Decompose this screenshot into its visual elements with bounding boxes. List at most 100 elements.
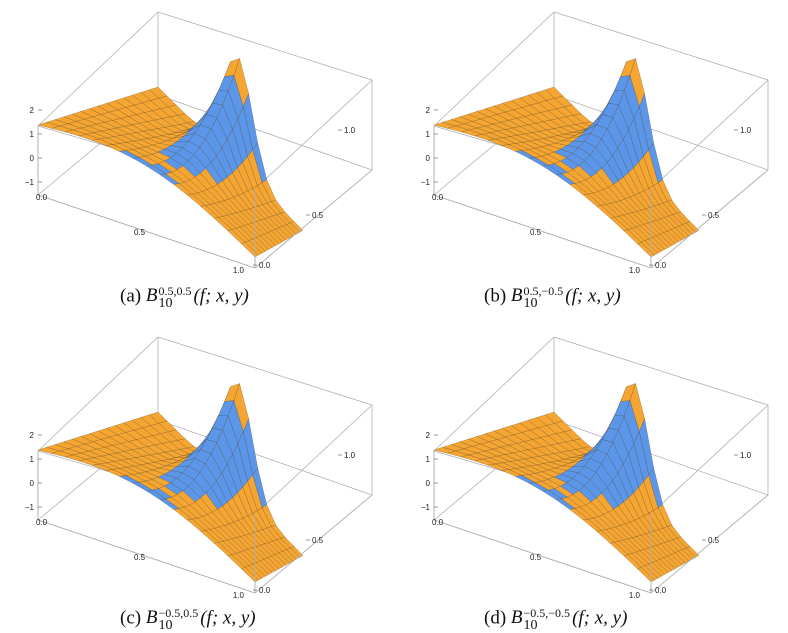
box-edge <box>157 11 373 81</box>
y-tick-label: 1.0 <box>344 451 356 460</box>
caption-subscript: 10 <box>158 618 173 633</box>
z-tick-label: 0 <box>30 479 35 488</box>
surface-plot-d: 210−10.00.51.00.00.51.0 <box>421 336 769 600</box>
box-edge <box>433 194 652 269</box>
surface-mesh <box>433 57 700 258</box>
box-edge <box>157 336 373 406</box>
z-tick-label: 1 <box>30 455 35 464</box>
y-tick-label: 0.5 <box>312 211 324 220</box>
box-edge <box>650 404 769 515</box>
axes-front <box>433 126 769 269</box>
surface-patch <box>637 242 655 258</box>
caption-label: (c) <box>120 607 142 629</box>
caption-superscript: 0.5,−0.5 <box>523 284 564 298</box>
z-tick-label: 2 <box>426 106 431 115</box>
caption-symbol: B <box>145 285 158 307</box>
box-edge <box>553 94 769 171</box>
box-edge <box>650 169 769 269</box>
box-edge <box>157 94 373 171</box>
x-tick-label: 0.0 <box>432 193 444 202</box>
surface-mesh <box>37 57 304 258</box>
y-tick-label: 0.0 <box>655 261 667 270</box>
x-tick-label: 0.5 <box>530 228 542 237</box>
z-tick-label: −1 <box>421 178 431 187</box>
caption-b: (b) B 0.5,−0.5 10 (f; x, y) <box>484 284 621 312</box>
box-edge <box>254 494 373 594</box>
z-tick-label: 0 <box>30 154 35 163</box>
x-tick-label: 0.0 <box>36 518 48 527</box>
z-tick-label: 2 <box>30 106 35 115</box>
z-tick-label: 0 <box>426 154 431 163</box>
y-tick-label: 1.0 <box>740 451 752 460</box>
box-edge <box>650 494 769 594</box>
caption-args: (f; x, y) <box>565 285 621 307</box>
caption-d: (d) B −0.5,−0.5 10 (f; x, y) <box>484 606 628 633</box>
box-edge <box>254 169 373 269</box>
plot-panel-a: 2 1 0 −1 0.0 0.5 1.0 0.0 0.5 1.0 <box>0 0 392 285</box>
caption-symbol: B <box>145 607 158 629</box>
caption-subscript: 10 <box>523 618 538 633</box>
box-edge <box>553 11 769 81</box>
box-edge <box>37 11 159 127</box>
box-edge <box>157 419 373 496</box>
box-edge <box>37 194 256 269</box>
y-tick-label: 0.5 <box>708 211 720 220</box>
caption-args: (f; x, y) <box>200 607 256 629</box>
surface-patch <box>637 567 655 583</box>
surface-patch <box>241 242 259 258</box>
box-edge <box>254 404 373 515</box>
plot-panel-d: 2 1 0 −1 0.0 0.5 1.0 0.0 0.5 1.0 <box>396 325 788 610</box>
caption-symbol: B <box>510 607 523 629</box>
y-tick-label: 1.0 <box>344 126 356 135</box>
plot-panel-c: 2 1 0 −1 0.0 0.5 1.0 0.0 0.5 1.0 <box>0 325 392 610</box>
box-edge <box>254 79 373 190</box>
y-tick-label: 0.5 <box>312 536 324 545</box>
z-tick-label: 1 <box>426 130 431 139</box>
caption-label: (b) <box>484 285 507 307</box>
x-tick-label: 1.0 <box>629 591 641 600</box>
surface-plot-c: 210−10.00.51.00.00.51.0 <box>25 336 373 600</box>
y-tick-label: 0.0 <box>259 261 271 270</box>
caption-args: (f; x, y) <box>572 607 628 629</box>
caption-label: (a) <box>120 285 142 307</box>
axes-front <box>433 451 769 594</box>
plot-panel-b: 2 1 0 −1 0.0 0.5 1.0 0.0 0.5 1.0 <box>396 0 788 285</box>
z-tick-label: 2 <box>426 431 431 440</box>
z-tick-label: 1 <box>30 130 35 139</box>
x-tick-label: 0.0 <box>432 518 444 527</box>
caption-subscript: 10 <box>523 296 538 312</box>
y-tick-label: 1.0 <box>740 126 752 135</box>
z-tick-label: −1 <box>25 503 35 512</box>
x-tick-label: 0.5 <box>134 553 146 562</box>
caption-a: (a) B 0.5,0.5 10 (f; x, y) <box>120 284 249 312</box>
axes-front <box>37 451 373 594</box>
caption-superscript: −0.5,0.5 <box>158 606 199 620</box>
caption-label: (d) <box>484 607 507 629</box>
y-tick-label: 0.0 <box>655 586 667 595</box>
box-edge <box>553 336 769 406</box>
box-edge <box>553 419 769 496</box>
z-tick-label: 0 <box>426 479 431 488</box>
caption-args: (f; x, y) <box>193 285 249 307</box>
x-tick-label: 0.5 <box>134 228 146 237</box>
x-tick-label: 1.0 <box>629 266 641 275</box>
caption-superscript: −0.5,−0.5 <box>523 606 571 620</box>
box-edge <box>433 11 555 127</box>
caption-symbol: B <box>510 285 523 307</box>
surface-plot-a: 210−10.00.51.00.00.51.0 <box>25 11 373 275</box>
box-edge <box>433 336 555 452</box>
caption-superscript: 0.5,0.5 <box>158 284 192 298</box>
surface-mesh <box>433 382 700 583</box>
z-tick-label: 1 <box>426 455 431 464</box>
y-tick-label: 0.5 <box>708 536 720 545</box>
caption-subscript: 10 <box>158 296 173 312</box>
box-edge <box>37 336 159 452</box>
surface-patch <box>241 567 259 583</box>
axes-front <box>37 126 373 269</box>
surface-mesh <box>37 382 304 583</box>
caption-c: (c) B −0.5,0.5 10 (f; x, y) <box>120 606 256 633</box>
box-edge <box>433 519 652 594</box>
z-tick-label: −1 <box>421 503 431 512</box>
box-edge <box>650 79 769 190</box>
x-tick-label: 1.0 <box>233 266 245 275</box>
